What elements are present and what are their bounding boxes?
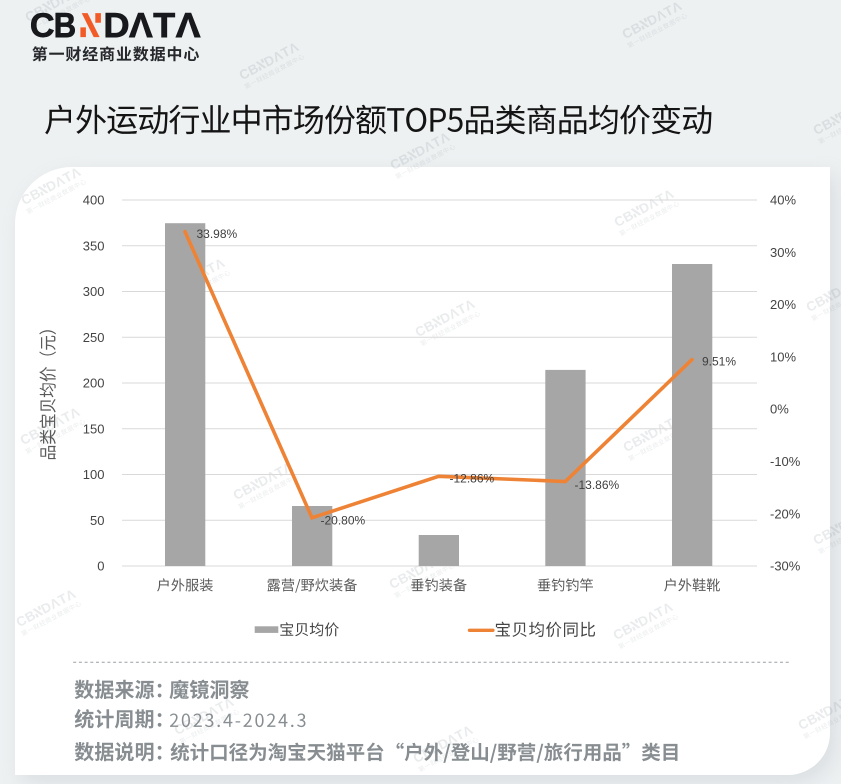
svg-text:350: 350 [83,238,105,253]
svg-text:-13.86%: -13.86% [575,478,620,492]
svg-text:-20.80%: -20.80% [321,514,366,528]
svg-text:9.51%: 9.51% [702,354,736,368]
svg-text:10%: 10% [770,350,796,365]
svg-text:0%: 0% [770,402,789,417]
svg-text:400: 400 [83,193,105,208]
svg-text:0: 0 [97,559,104,574]
svg-text:30%: 30% [770,245,796,260]
svg-text:100: 100 [83,467,105,482]
svg-text:20%: 20% [770,297,796,312]
svg-text:-30%: -30% [770,559,801,574]
svg-text:-12.86%: -12.86% [450,472,495,486]
svg-text:300: 300 [83,284,105,299]
svg-text:250: 250 [83,330,105,345]
svg-text:200: 200 [83,376,105,391]
svg-text:33.98%: 33.98% [197,227,238,241]
svg-text:50: 50 [90,513,104,528]
svg-text:-10%: -10% [770,454,801,469]
svg-text:-20%: -20% [770,506,801,521]
svg-text:40%: 40% [770,193,796,208]
svg-text:150: 150 [83,421,105,436]
